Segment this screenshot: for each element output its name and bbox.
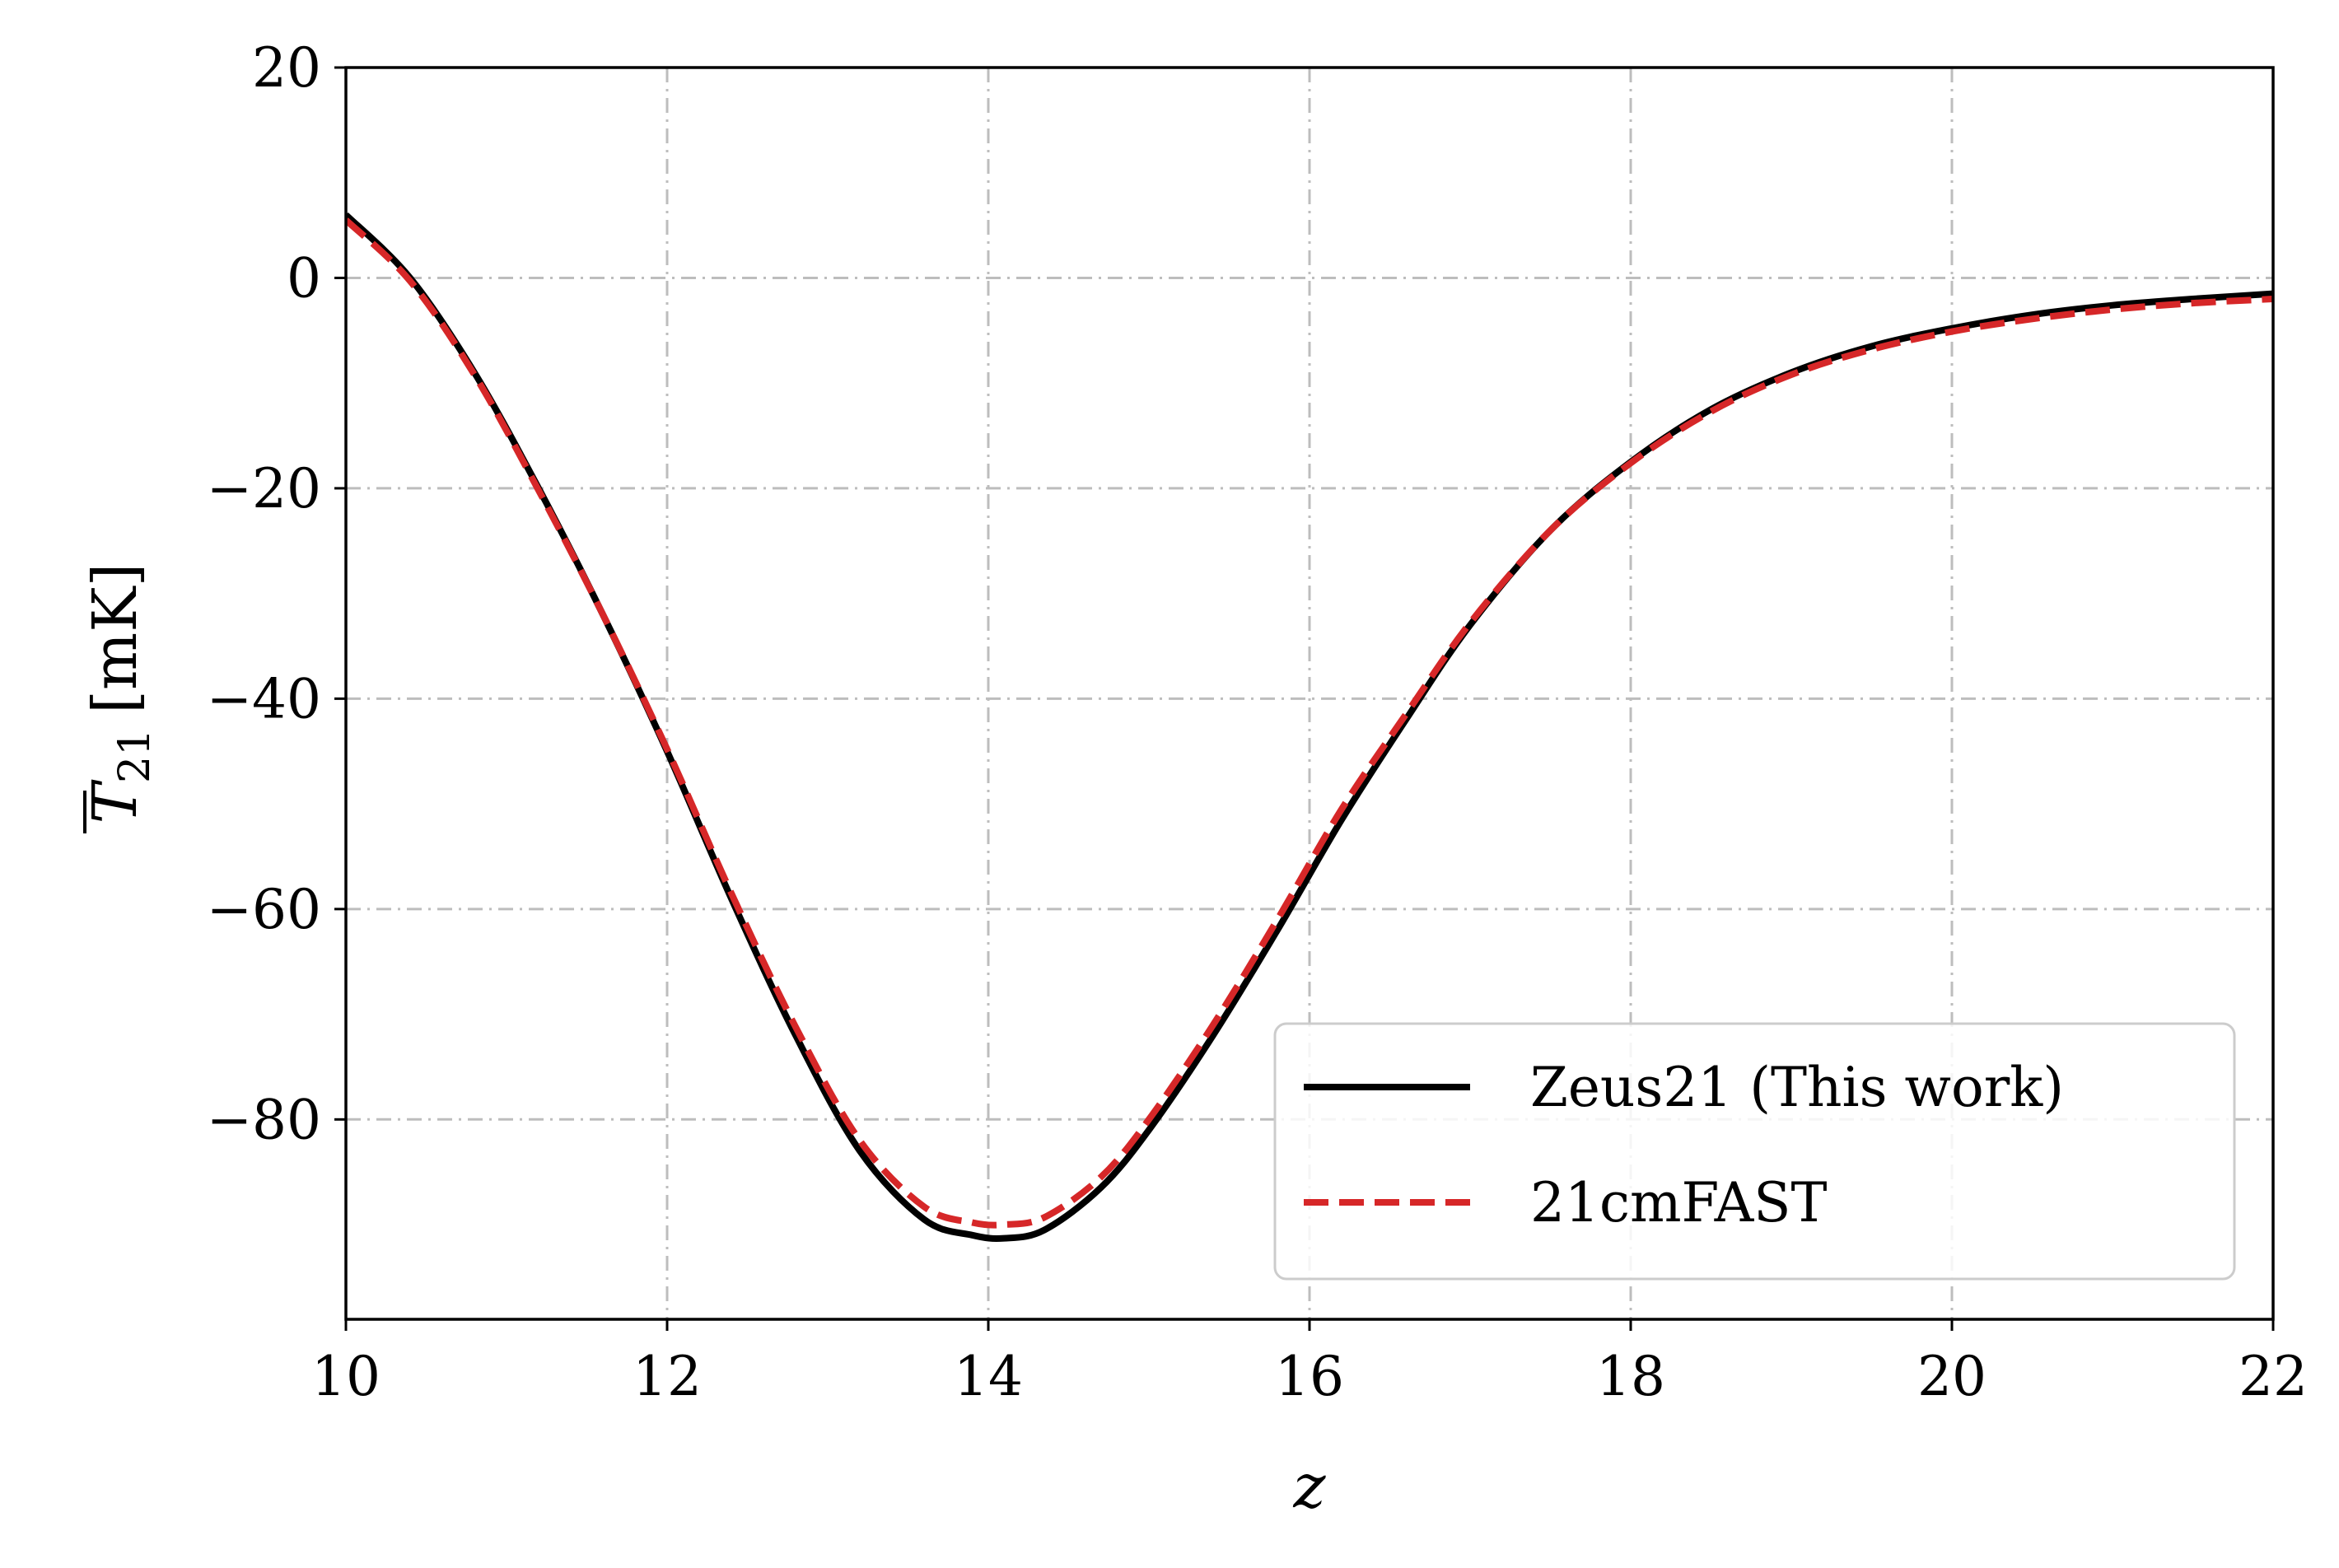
y-axis-label-main: T [80,779,151,824]
x-tick-label: 20 [1917,1345,1987,1408]
svg-text:T21[mK]: T21 [mK] [80,563,160,824]
x-tick-label: 10 [311,1345,380,1408]
x-axis: 10 12 14 16 18 20 22 [311,1319,2308,1408]
y-tick-label: −40 [207,667,321,730]
y-tick-label: −60 [207,878,321,941]
x-tick-label: 12 [633,1345,702,1408]
legend-label-21cmfast: 21cmFAST [1530,1171,1828,1234]
y-tick-label: −20 [207,457,321,520]
y-axis-label-unit: [mK] [80,563,151,714]
y-tick-label: 0 [287,246,321,310]
series-layer [346,212,2273,1243]
series-line-21cmfast [346,217,2273,1229]
x-tick-label: 14 [954,1345,1023,1408]
x-axis-label: z [1293,1451,1327,1522]
legend-label-zeus21: Zeus21 (This work) [1530,1056,2064,1119]
legend-box [1273,1022,2236,1281]
x-tick-label: 18 [1596,1345,1665,1408]
y-tick-label: −80 [207,1088,321,1151]
y-axis-label: T21 [mK] [80,563,160,833]
y-tick-label: 20 [252,36,321,100]
y-axis: 20 0 −20 −40 −60 −80 [207,36,346,1151]
y-axis-label-sub: 21 [110,729,160,783]
x-tick-label: 22 [2239,1345,2308,1408]
legend: Zeus21 (This work) 21cmFAST [1273,1022,2236,1281]
x-tick-label: 16 [1275,1345,1344,1408]
